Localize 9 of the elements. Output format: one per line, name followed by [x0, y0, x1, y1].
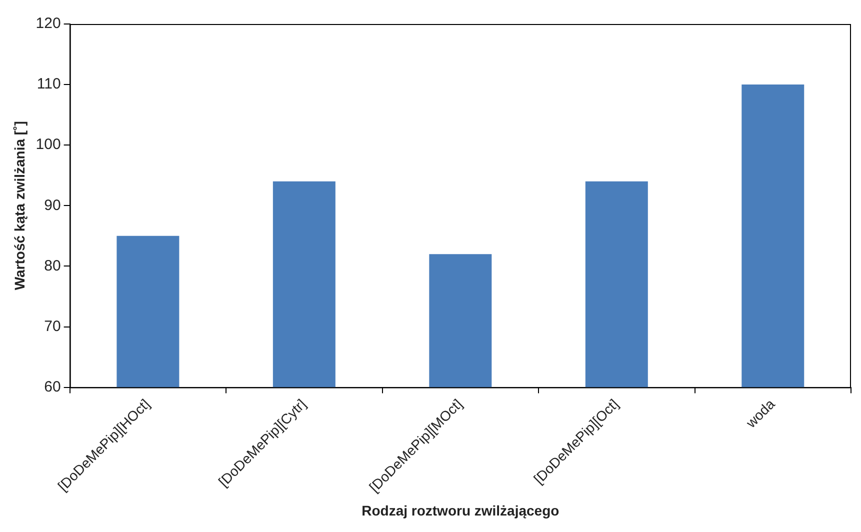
- y-axis-title: Wartość kąta zwilżania [˚]: [11, 121, 28, 290]
- y-tick-label: 110: [36, 76, 61, 93]
- x-axis-title: Rodzaj roztworu zwilżającego: [362, 502, 560, 518]
- y-tick-label: 80: [44, 257, 61, 274]
- y-tick-label: 70: [44, 318, 61, 335]
- y-tick-label: 60: [44, 378, 61, 396]
- y-tick-label: 100: [36, 136, 61, 154]
- y-tick-label: 120: [36, 15, 61, 32]
- y-tick-label: 90: [44, 196, 61, 214]
